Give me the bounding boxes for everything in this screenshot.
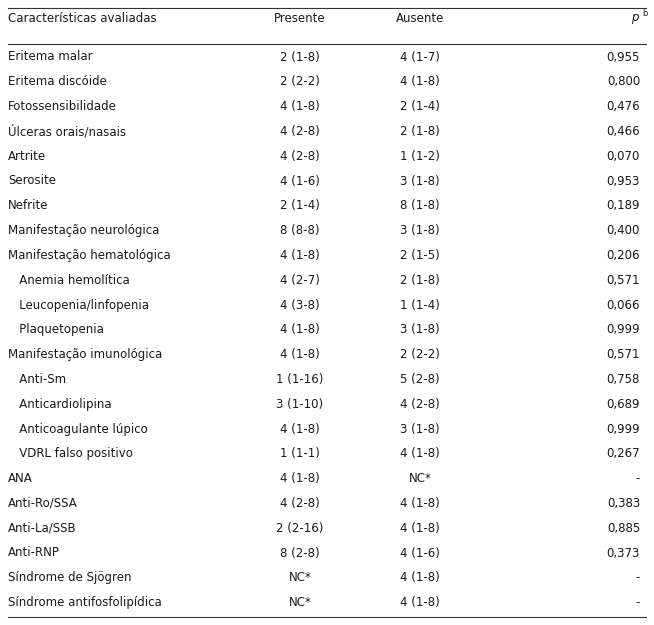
Text: 2 (1-4): 2 (1-4) [400, 100, 440, 113]
Text: 0,758: 0,758 [607, 373, 640, 386]
Text: 3 (1-8): 3 (1-8) [400, 174, 439, 188]
Text: Presente: Presente [274, 12, 326, 26]
Text: 0,189: 0,189 [606, 199, 640, 212]
Text: 0,383: 0,383 [607, 497, 640, 510]
Text: Eritema malar: Eritema malar [8, 51, 93, 64]
Text: NC*: NC* [409, 472, 432, 485]
Text: NC*: NC* [288, 596, 311, 609]
Text: 4 (2-8): 4 (2-8) [400, 398, 440, 411]
Text: Anti-RNP: Anti-RNP [8, 546, 60, 559]
Text: Anticardiolipina: Anticardiolipina [8, 398, 112, 411]
Text: 4 (1-6): 4 (1-6) [400, 546, 440, 559]
Text: 0,800: 0,800 [607, 75, 640, 88]
Text: 8 (2-8): 8 (2-8) [280, 546, 320, 559]
Text: 1 (1-1): 1 (1-1) [280, 448, 320, 460]
Text: 4 (1-8): 4 (1-8) [280, 100, 320, 113]
Text: 0,999: 0,999 [606, 323, 640, 336]
Text: 1 (1-4): 1 (1-4) [400, 299, 440, 311]
Text: 4 (1-8): 4 (1-8) [280, 249, 320, 262]
Text: 2 (1-8): 2 (1-8) [400, 125, 440, 138]
Text: Ausente: Ausente [396, 12, 444, 26]
Text: 2 (1-8): 2 (1-8) [400, 274, 440, 287]
Text: 0,466: 0,466 [606, 125, 640, 138]
Text: 8 (8-8): 8 (8-8) [281, 224, 320, 237]
Text: 3 (1-10): 3 (1-10) [277, 398, 324, 411]
Text: Características avaliadas: Características avaliadas [8, 12, 156, 26]
Text: 5 (2-8): 5 (2-8) [400, 373, 439, 386]
Text: 0,955: 0,955 [607, 51, 640, 64]
Text: Anti-Ro/SSA: Anti-Ro/SSA [8, 497, 78, 510]
Text: 4 (1-8): 4 (1-8) [280, 422, 320, 436]
Text: 4 (2-8): 4 (2-8) [280, 150, 320, 162]
Text: 3 (1-8): 3 (1-8) [400, 323, 439, 336]
Text: 2 (2-16): 2 (2-16) [276, 522, 324, 535]
Text: Eritema discóide: Eritema discóide [8, 75, 107, 88]
Text: Plaquetopenia: Plaquetopenia [8, 323, 104, 336]
Text: Artrite: Artrite [8, 150, 46, 162]
Text: Nefrite: Nefrite [8, 199, 48, 212]
Text: 4 (2-7): 4 (2-7) [280, 274, 320, 287]
Text: 2 (1-8): 2 (1-8) [280, 51, 320, 64]
Text: 3 (1-8): 3 (1-8) [400, 224, 439, 237]
Text: 2 (1-5): 2 (1-5) [400, 249, 440, 262]
Text: 0,476: 0,476 [606, 100, 640, 113]
Text: 4 (1-8): 4 (1-8) [400, 596, 440, 609]
Text: 4 (1-8): 4 (1-8) [400, 522, 440, 535]
Text: 4 (3-8): 4 (3-8) [280, 299, 320, 311]
Text: Úlceras orais/nasais: Úlceras orais/nasais [8, 124, 126, 138]
Text: 1 (1-2): 1 (1-2) [400, 150, 440, 162]
Text: Manifestação hematológica: Manifestação hematológica [8, 249, 171, 262]
Text: 4 (2-8): 4 (2-8) [280, 497, 320, 510]
Text: 2 (2-2): 2 (2-2) [400, 348, 440, 361]
Text: 0,571: 0,571 [606, 274, 640, 287]
Text: 0,689: 0,689 [606, 398, 640, 411]
Text: ANA: ANA [8, 472, 33, 485]
Text: 3 (1-8): 3 (1-8) [400, 422, 439, 436]
Text: 0,206: 0,206 [606, 249, 640, 262]
Text: Anti-La/SSB: Anti-La/SSB [8, 522, 77, 535]
Text: 0,267: 0,267 [606, 448, 640, 460]
Text: Leucopenia/linfopenia: Leucopenia/linfopenia [8, 299, 149, 311]
Text: VDRL falso positivo: VDRL falso positivo [8, 448, 133, 460]
Text: 0,070: 0,070 [607, 150, 640, 162]
Text: 0,999: 0,999 [606, 422, 640, 436]
Text: -: - [636, 596, 640, 609]
Text: 2 (1-4): 2 (1-4) [280, 199, 320, 212]
Text: Síndrome de Sjögren: Síndrome de Sjögren [8, 571, 131, 584]
Text: b: b [642, 9, 647, 19]
Text: NC*: NC* [288, 571, 311, 584]
Text: 8 (1-8): 8 (1-8) [400, 199, 439, 212]
Text: 0,885: 0,885 [607, 522, 640, 535]
Text: 0,953: 0,953 [607, 174, 640, 188]
Text: Anemia hemolítica: Anemia hemolítica [8, 274, 129, 287]
Text: 0,571: 0,571 [606, 348, 640, 361]
Text: Síndrome antifosfolipídica: Síndrome antifosfolipídica [8, 596, 162, 609]
Text: Anticoagulante lúpico: Anticoagulante lúpico [8, 422, 148, 436]
Text: 4 (1-8): 4 (1-8) [280, 472, 320, 485]
Text: 1 (1-16): 1 (1-16) [276, 373, 324, 386]
Text: Anti-Sm: Anti-Sm [8, 373, 66, 386]
Text: 4 (1-8): 4 (1-8) [400, 448, 440, 460]
Text: Fotossensibilidade: Fotossensibilidade [8, 100, 117, 113]
Text: 0,066: 0,066 [606, 299, 640, 311]
Text: -: - [636, 571, 640, 584]
Text: 4 (2-8): 4 (2-8) [280, 125, 320, 138]
Text: 4 (1-8): 4 (1-8) [280, 323, 320, 336]
Text: 4 (1-8): 4 (1-8) [400, 571, 440, 584]
Text: 0,400: 0,400 [607, 224, 640, 237]
Text: Manifestação neurológica: Manifestação neurológica [8, 224, 160, 237]
Text: 4 (1-8): 4 (1-8) [400, 497, 440, 510]
Text: -: - [636, 472, 640, 485]
Text: Manifestação imunológica: Manifestação imunológica [8, 348, 162, 361]
Text: 4 (1-8): 4 (1-8) [400, 75, 440, 88]
Text: 0,373: 0,373 [607, 546, 640, 559]
Text: Serosite: Serosite [8, 174, 56, 188]
Text: 4 (1-6): 4 (1-6) [280, 174, 320, 188]
Text: 2 (2-2): 2 (2-2) [280, 75, 320, 88]
Text: 4 (1-8): 4 (1-8) [280, 348, 320, 361]
Text: $p$: $p$ [631, 12, 640, 26]
Text: 4 (1-7): 4 (1-7) [400, 51, 440, 64]
